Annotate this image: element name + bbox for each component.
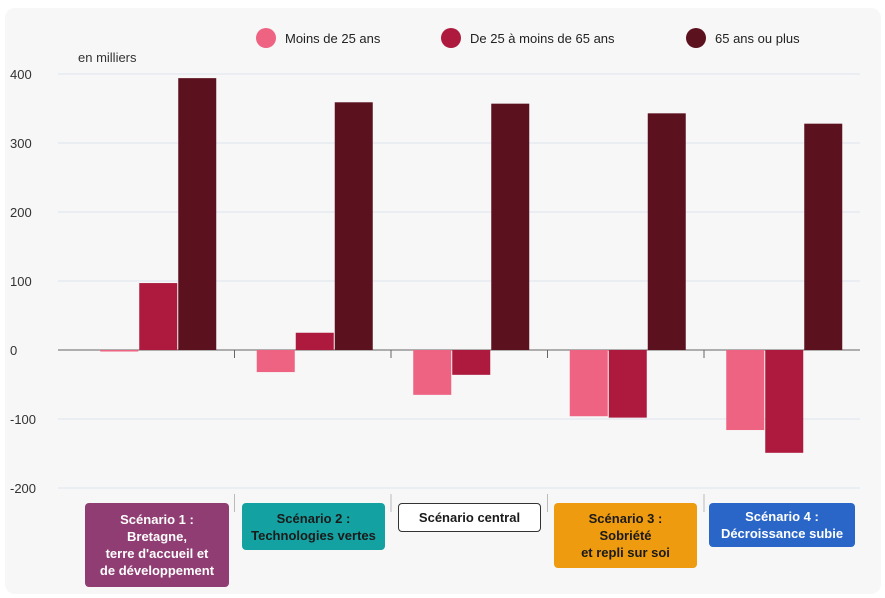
y-tick-label: 0 xyxy=(10,343,17,358)
legend-swatch xyxy=(441,28,461,48)
scenario-label: Scénario 3 : Sobriété et repli sur soi xyxy=(554,503,697,568)
y-axis: 400 300 200 100 0 -100 -200 xyxy=(10,67,36,496)
bar xyxy=(256,350,295,373)
scenario-label: Scénario 2 : Technologies vertes xyxy=(242,503,385,550)
bar xyxy=(765,350,804,453)
y-tick-label: 100 xyxy=(10,274,32,289)
y-tick-label: 400 xyxy=(10,67,32,82)
y-tick-label: -200 xyxy=(10,481,36,496)
legend-swatch xyxy=(686,28,706,48)
bar xyxy=(804,123,843,351)
bar xyxy=(100,350,139,352)
bar xyxy=(334,102,373,350)
bar xyxy=(139,283,178,350)
legend-swatch xyxy=(256,28,276,48)
legend-label: Moins de 25 ans xyxy=(285,31,381,46)
y-tick-label: 200 xyxy=(10,205,32,220)
bar xyxy=(178,78,217,350)
legend-label: De 25 à moins de 65 ans xyxy=(470,31,615,46)
bar xyxy=(608,350,647,418)
y-axis-unit-label: en milliers xyxy=(78,50,137,65)
scenario-label: Scénario 4 : Décroissance subie xyxy=(709,503,855,547)
scenario-label: Scénario 1 : Bretagne, terre d'accueil e… xyxy=(85,503,229,587)
legend: Moins de 25 ans De 25 à moins de 65 ans 65… xyxy=(256,28,800,48)
bars xyxy=(100,78,843,453)
y-tick-label: -100 xyxy=(10,412,36,427)
bar xyxy=(413,350,452,395)
bar xyxy=(647,113,686,350)
y-tick-label: 300 xyxy=(10,136,32,151)
scenario-label: Scénario central xyxy=(398,503,541,532)
bar xyxy=(452,350,491,375)
bar xyxy=(295,332,334,350)
bar xyxy=(491,103,530,350)
bar xyxy=(569,350,608,417)
legend-label: 65 ans ou plus xyxy=(715,31,800,46)
bar xyxy=(726,350,765,431)
